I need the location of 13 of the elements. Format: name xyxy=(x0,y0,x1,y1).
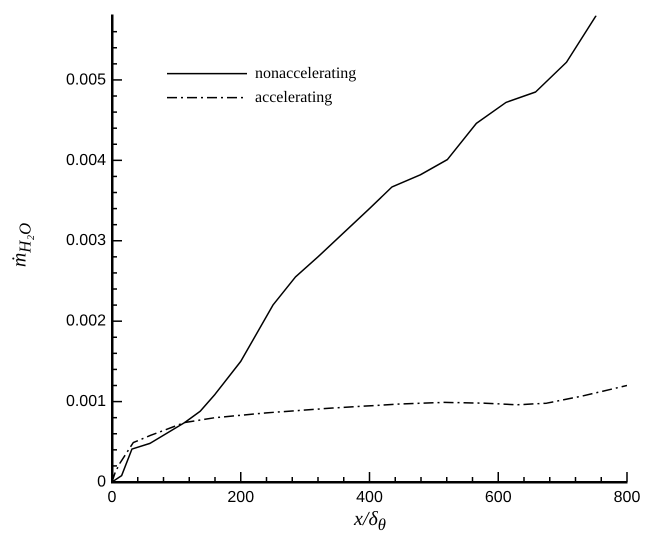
y-tick-label: 0.001 xyxy=(66,392,106,410)
y-tick-label: 0.003 xyxy=(66,232,106,250)
legend-label: accelerating xyxy=(255,88,332,106)
x-axis-title: x/δ$_{θ}$ xyxy=(354,508,386,535)
x-tick-label: 200 xyxy=(227,489,254,506)
x-tick-label: 400 xyxy=(356,489,383,506)
y-tick-label: 0 xyxy=(97,473,106,490)
legend-label: nonaccelerating xyxy=(255,64,356,82)
x-tick-label: 600 xyxy=(484,489,512,506)
y-tick-label: 0.005 xyxy=(66,71,106,88)
y-tick-label: 0.004 xyxy=(66,152,106,169)
y-tick-label: 0.002 xyxy=(66,312,106,330)
x-tick-label: 800 xyxy=(614,489,640,506)
